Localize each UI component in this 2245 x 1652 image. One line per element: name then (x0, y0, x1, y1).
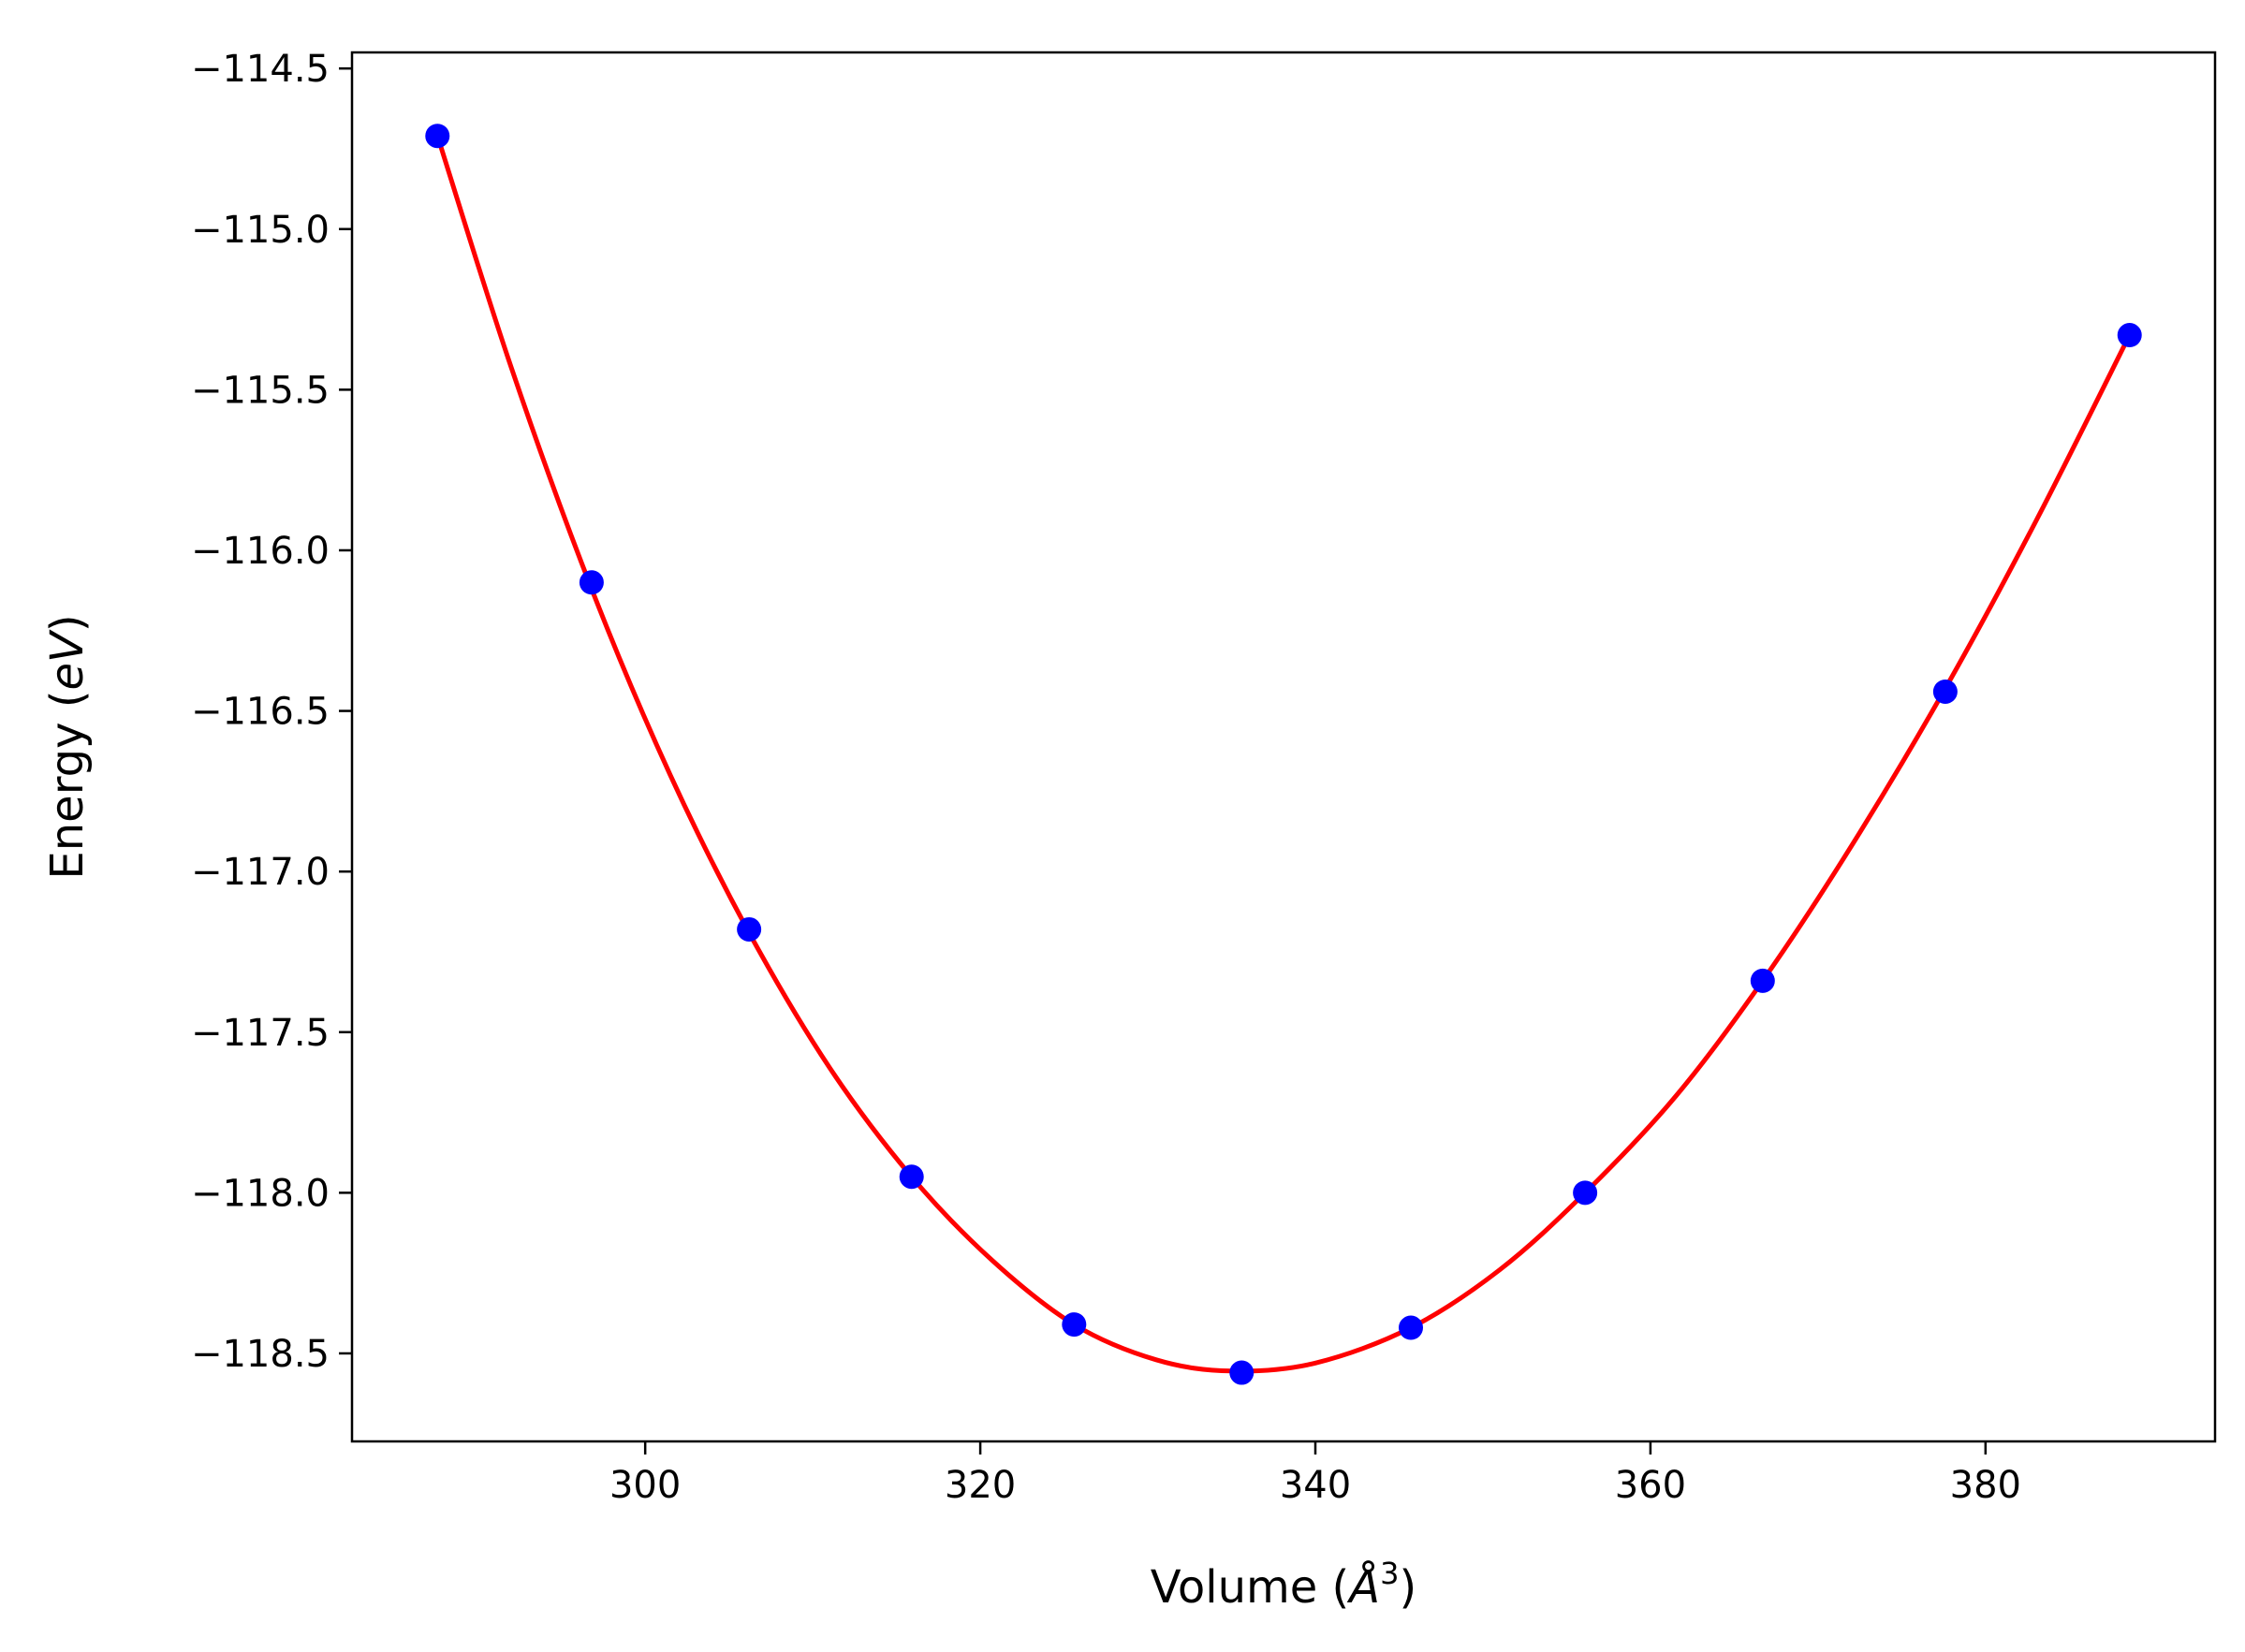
data-point (2117, 323, 2142, 348)
plot-frame (350, 51, 2217, 1443)
x-axis-label: Volume (Å3) (1151, 1556, 1416, 1614)
data-point (899, 1164, 924, 1190)
series-layer (425, 124, 2142, 1385)
y-tick-label: −115.5 (191, 369, 330, 412)
data-point (1750, 968, 1775, 993)
x-axis-ticks: 300 320 340 360 380 (609, 1441, 2021, 1507)
y-tick-label: −114.5 (191, 48, 330, 91)
data-point (737, 916, 762, 942)
x-tick-label: 380 (1950, 1464, 2021, 1507)
x-tick-label: 300 (609, 1464, 681, 1507)
y-tick-label: −117.5 (191, 1012, 330, 1055)
data-point (1932, 679, 1958, 704)
data-point (1573, 1180, 1598, 1206)
y-axis-ticks: −114.5 −115.0 −115.5 −116.0 −116.5 −117.0 −117… (191, 48, 352, 1376)
y-tick-label: −118.5 (191, 1333, 330, 1376)
x-tick-label: 360 (1615, 1464, 1686, 1507)
x-tick-label: 320 (945, 1464, 1016, 1507)
y-tick-label: −117.0 (191, 851, 330, 894)
y-tick-label: −118.0 (191, 1172, 330, 1215)
y-tick-label: −116.0 (191, 530, 330, 573)
fit-line (434, 135, 2132, 1374)
data-point (579, 570, 604, 595)
plot-area-background (352, 52, 2215, 1441)
x-tick-label: 340 (1280, 1464, 1351, 1507)
y-tick-label: −115.0 (191, 209, 330, 252)
data-point (1399, 1315, 1424, 1340)
data-point (1229, 1360, 1255, 1385)
y-axis-label: Energy (eV) (41, 614, 94, 879)
y-tick-label: −116.5 (191, 691, 330, 734)
data-point (1062, 1312, 1087, 1338)
data-point (425, 124, 450, 149)
